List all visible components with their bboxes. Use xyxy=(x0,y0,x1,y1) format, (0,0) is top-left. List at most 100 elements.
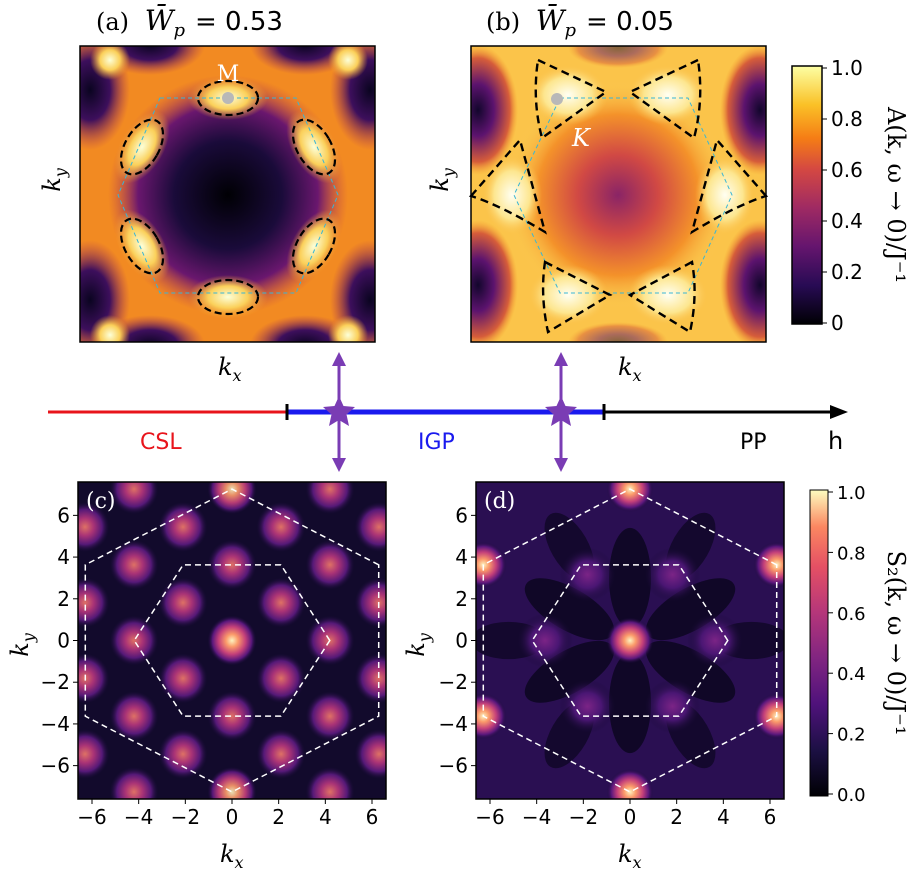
panel-a-bz-hexagon xyxy=(117,97,339,294)
x-tick-label: −4 xyxy=(124,805,153,829)
panel-b-pockets xyxy=(468,58,769,334)
panel-d-inner-hexagon xyxy=(531,564,729,717)
x-tick-label: −2 xyxy=(171,805,200,829)
panel-d-ticks: −6 −4 −2 0 2 4 6 6 4 2 0 −2 −4 −6 xyxy=(439,503,777,829)
panel-c-spot xyxy=(354,501,386,552)
panel-c-spot xyxy=(158,501,208,552)
panel-d-dark-arm xyxy=(609,527,651,628)
svg-text:A(k, ω → 0)/J⁻¹: A(k, ω → 0)/J⁻¹ xyxy=(882,106,910,283)
panel-a-m-point xyxy=(222,92,234,104)
colorbar-bottom: 1.0 0.8 0.6 0.4 0.2 0.0 S₂(k, ω → 0)/J⁻¹ xyxy=(809,483,910,806)
panel-d-xlabel: kx xyxy=(618,840,642,870)
colorbar-tick-label: 0.2 xyxy=(837,725,866,746)
x-tick-label: 6 xyxy=(366,805,379,829)
panel-d-spot xyxy=(644,547,701,602)
panel-b-k-point xyxy=(551,93,563,105)
panel-d-ylabel: ky xyxy=(402,632,434,657)
panel-c-spot xyxy=(158,729,208,780)
panel-d-spot xyxy=(559,679,616,734)
colorbar-top-bar xyxy=(791,65,823,325)
phase-axis-arrowhead xyxy=(830,405,848,419)
panel-a-title: (a) W̄p = 0.53 xyxy=(96,3,283,41)
y-tick-label: 0 xyxy=(455,629,468,653)
panel-b-title-value: = 0.05 xyxy=(586,7,674,37)
phase-marker-star-2 xyxy=(545,396,577,426)
y-tick-label: −2 xyxy=(41,670,70,694)
panel-c-spot xyxy=(305,482,355,515)
colorbar-tick-label: 1.0 xyxy=(831,56,863,80)
colorbar-bottom-ticks: 1.0 0.8 0.6 0.4 0.2 0.0 xyxy=(828,483,866,806)
panel-d-outer-hexagon xyxy=(482,488,778,793)
x-tick-label: 6 xyxy=(764,805,777,829)
panel-a-title-sub: p xyxy=(173,20,185,41)
colorbar-top-label: A(k, ω → 0)/J⁻¹ xyxy=(882,106,910,283)
panel-d-heatmap xyxy=(476,482,784,799)
panel-d-spot xyxy=(606,482,654,513)
panel-c-spot xyxy=(354,729,386,780)
panel-d-dark-arm xyxy=(609,653,651,754)
panel-c-spot xyxy=(109,691,159,742)
panel-b-heatmap xyxy=(471,46,766,342)
panel-b-ylabel: ky xyxy=(426,167,458,192)
colorbar-tick-label: 0.2 xyxy=(831,260,863,284)
panel-c-spot xyxy=(305,539,355,590)
panel-c-spot xyxy=(207,766,257,799)
y-tick-label: −6 xyxy=(439,754,468,778)
panel-d-spot xyxy=(559,547,616,602)
panel-c-spot xyxy=(207,691,257,742)
panel-c-spot xyxy=(78,501,110,552)
panel-b-title-sub: p xyxy=(565,20,577,41)
panel-c-spot xyxy=(158,653,208,704)
panel-c-spot xyxy=(256,501,306,552)
phase-label-igp: IGP xyxy=(418,430,455,455)
panel-d-dark-arm xyxy=(524,640,614,703)
panel-d-spot xyxy=(687,613,744,668)
panel-a-m-label: M xyxy=(217,62,240,87)
panel-a-title-prefix: (a) xyxy=(96,8,129,36)
colorbar-top: 1.0 0.8 0.6 0.4 0.2 0 A(k, ω → 0)/J⁻¹ xyxy=(791,56,910,335)
panel-d-spot xyxy=(606,768,654,799)
x-tick-label: 2 xyxy=(670,805,683,829)
x-tick-label: −4 xyxy=(522,805,551,829)
panel-c-spot xyxy=(207,539,257,590)
panel-c-ylabel: ky xyxy=(6,632,38,657)
panel-b-title-symbol: W̄ xyxy=(536,3,567,37)
panel-d-hexagons xyxy=(482,488,778,793)
x-tick-label: 2 xyxy=(272,805,285,829)
colorbar-bottom-label: S₂(k, ω → 0)/J⁻¹ xyxy=(882,551,910,736)
panel-c-spot xyxy=(109,539,159,590)
panel-b-frame xyxy=(470,45,767,343)
panel-c-title: (c) xyxy=(86,489,116,514)
x-tick-label: 4 xyxy=(319,805,332,829)
colorbar-tick-label: 0.6 xyxy=(837,604,866,625)
colorbar-bottom-bar xyxy=(809,489,829,797)
panel-a: M (a) W̄p = 0.53 kx ky xyxy=(38,3,376,385)
panel-c-spot xyxy=(158,577,208,628)
phase-marker-star-1 xyxy=(323,396,355,426)
phase-axis-label-h: h xyxy=(828,427,843,455)
x-tick-label: −6 xyxy=(475,805,504,829)
panel-c-spot xyxy=(78,729,110,780)
panel-d-spot xyxy=(644,679,701,734)
colorbar-tick-label: 0 xyxy=(831,311,844,335)
colorbar-top-ticks: 1.0 0.8 0.6 0.4 0.2 0 xyxy=(822,56,863,335)
y-tick-label: 0 xyxy=(57,629,70,653)
panel-c-xlabel: kx xyxy=(220,840,244,870)
y-tick-label: 6 xyxy=(57,503,70,527)
panel-d-spots xyxy=(476,482,784,799)
panel-d-dark-arm xyxy=(646,578,736,641)
panel-a-ylabel: ky xyxy=(38,167,70,192)
y-tick-label: −2 xyxy=(439,670,468,694)
panel-c-hexagons xyxy=(84,488,380,793)
svg-text:ky: ky xyxy=(402,632,434,657)
panel-a-pockets xyxy=(119,79,337,316)
panel-a-xlabel: kx xyxy=(218,353,242,385)
x-tick-label: 4 xyxy=(717,805,730,829)
phase-diagram: CSL IGP PP h xyxy=(48,352,848,472)
panel-c-spot xyxy=(256,577,306,628)
panel-c-spot xyxy=(207,615,257,666)
panel-b-k-label: K xyxy=(571,124,592,152)
phase-label-pp: PP xyxy=(740,430,767,455)
colorbar-tick-label: 0.4 xyxy=(831,209,863,233)
